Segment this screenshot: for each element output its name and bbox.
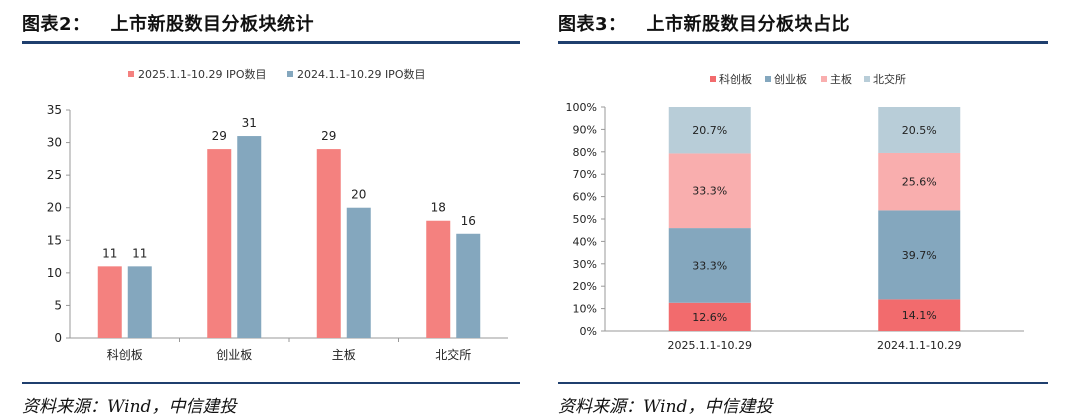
right-title-rule (558, 41, 1048, 44)
segment-label: 39.7% (902, 249, 937, 262)
y-tick-label: 0 (54, 331, 62, 345)
legend-swatch (128, 71, 134, 77)
data-label: 29 (321, 129, 336, 143)
left-title-rule (22, 41, 520, 44)
y-tick-label: 10 (47, 266, 62, 280)
left-figure-name: 上市新股数目分板块统计 (110, 14, 315, 35)
bar (127, 266, 152, 338)
y-tick-label: 40% (573, 235, 597, 248)
bar (316, 149, 341, 338)
stack-segment (668, 228, 751, 303)
y-tick-label: 100% (566, 101, 597, 114)
legend-swatch (821, 76, 827, 82)
y-tick-label: 60% (573, 191, 597, 204)
stack-segment (668, 153, 751, 229)
y-tick-label: 20% (573, 280, 597, 293)
segment-label: 33.3% (692, 185, 727, 198)
legend-label: 创业板 (774, 72, 807, 86)
segment-label: 20.7% (692, 124, 727, 137)
x-tick-label: 科创板 (107, 348, 143, 362)
data-label: 31 (242, 116, 257, 130)
bar (456, 233, 481, 338)
segment-label: 20.5% (902, 124, 937, 137)
y-tick-label: 30 (47, 136, 62, 150)
y-tick-label: 5 (54, 298, 62, 312)
data-label: 20 (351, 188, 366, 202)
stack-segment (668, 107, 751, 154)
stack-segment (878, 299, 961, 331)
segment-label: 14.1% (902, 309, 937, 322)
y-tick-label: 15 (47, 233, 62, 247)
y-tick-label: 50% (573, 213, 597, 226)
data-label: 18 (431, 201, 446, 215)
y-tick-label: 90% (573, 123, 597, 136)
stack-segment (668, 302, 751, 331)
legend-swatch (287, 71, 293, 77)
ipo-share-stacked-chart: 科创板 创业板 主板 北交所 0% 10% 20% 30% 40% 50% 60% 70% 80% 90%… (566, 72, 1024, 352)
bar (207, 149, 232, 338)
legend-label: 2024.1.1-10.29 IPO数目 (297, 68, 425, 81)
right-figure-label: 图表3： (558, 14, 627, 35)
legend-label: 科创板 (719, 72, 752, 86)
left-source-note: 资料来源：Wind，中信建投 (22, 397, 237, 417)
legend-label: 2025.1.1-10.29 IPO数目 (138, 68, 266, 81)
legend-swatch (765, 76, 771, 82)
bar (426, 220, 451, 338)
data-label: 11 (132, 246, 147, 260)
right-source-note: 资料来源：Wind，中信建投 (558, 397, 773, 417)
left-panel: 图表2： 上市新股数目分板块统计 2025.1.1-10.29 IPO数目 2024… (0, 0, 520, 420)
legend-swatch (864, 76, 870, 82)
left-bottom-rule (22, 382, 520, 384)
legend-label: 北交所 (873, 72, 906, 86)
right-figure-title: 图表3： 上市新股数目分板块占比 (558, 10, 850, 36)
x-tick-label: 北交所 (435, 347, 471, 362)
right-figure-name: 上市新股数目分板块占比 (646, 14, 851, 35)
x-tick-label: 主板 (332, 348, 356, 362)
y-tick-label: 30% (573, 258, 597, 271)
data-label: 16 (461, 214, 476, 228)
y-tick-label: 20 (47, 201, 62, 215)
y-tick-label: 0% (580, 325, 597, 338)
segment-label: 25.6% (902, 176, 937, 189)
legend-swatch (710, 76, 716, 82)
x-tick-label: 2024.1.1-10.29 (877, 339, 961, 352)
stack-segment (878, 152, 961, 211)
segment-label: 33.3% (692, 259, 727, 272)
y-tick-label: 80% (573, 146, 597, 159)
data-label: 29 (212, 129, 227, 143)
left-figure-title: 图表2： 上市新股数目分板块统计 (22, 10, 314, 36)
bar (237, 136, 262, 338)
x-tick-label: 2025.1.1-10.29 (668, 339, 752, 352)
stack-segment (878, 107, 961, 153)
right-panel: 图表3： 上市新股数目分板块占比 科创板 创业板 主板 北交所 0% 10% 20% 30% 40… (558, 0, 1080, 420)
right-bottom-rule (558, 382, 1048, 384)
y-tick-label: 35 (47, 103, 62, 117)
legend-label: 主板 (830, 72, 852, 86)
segment-label: 12.6% (692, 311, 727, 324)
ipo-count-bar-chart: 2025.1.1-10.29 IPO数目 2024.1.1-10.29 IPO数目… (47, 68, 508, 362)
bar (97, 266, 122, 338)
left-figure-label: 图表2： (22, 14, 91, 35)
y-tick-label: 10% (573, 303, 597, 316)
stack-segment (878, 210, 961, 300)
y-tick-label: 70% (573, 168, 597, 181)
bar (346, 207, 371, 338)
data-label: 11 (102, 246, 117, 260)
x-tick-label: 创业板 (216, 348, 252, 362)
y-tick-label: 25 (47, 168, 62, 182)
